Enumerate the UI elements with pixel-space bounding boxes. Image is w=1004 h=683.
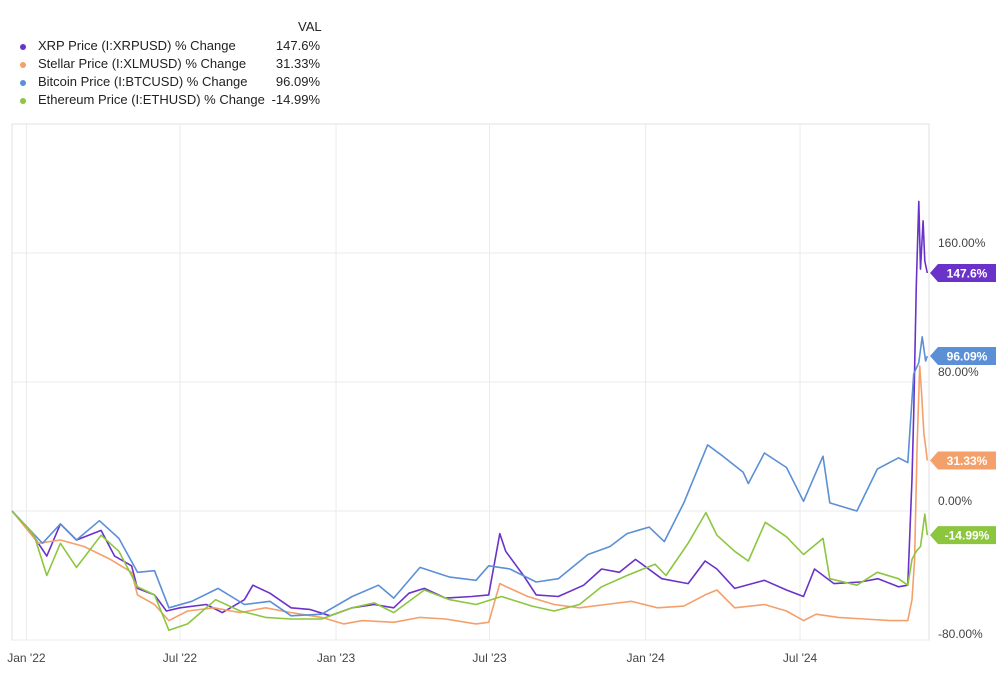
series-line-2[interactable] [11,336,929,617]
end-label-text-0: 147.6% [947,266,988,280]
legend-value-xrp: 147.6% [275,38,320,53]
legend-item-stellar[interactable]: Stellar Price (I:XLMUSD) % Change 31.33% [18,56,328,74]
legend-dot-bitcoin [20,80,26,86]
legend-dot-ethereum [20,98,26,104]
end-label-text-3: -14.99% [945,529,990,543]
end-label-box-0 [930,263,996,282]
series-line-1[interactable] [11,365,929,625]
series-line-0[interactable] [11,200,929,617]
x-tick-label: Jan '22 [7,651,46,665]
legend-value-ethereum: -14.99% [271,92,320,107]
legend-value-bitcoin: 96.09% [275,74,320,89]
legend-value-stellar: 31.33% [275,56,320,71]
end-label-2: 96.09% [930,347,996,366]
y-tick-label: 160.00% [938,236,986,250]
x-tick-label: Jul '22 [163,651,198,665]
end-label-0: 147.6% [930,263,996,282]
y-tick-label: 80.00% [938,365,979,379]
x-tick-label: Jan '23 [317,651,356,665]
legend-label-xrp: XRP Price (I:XRPUSD) % Change [38,38,236,53]
legend-label-ethereum: Ethereum Price (I:ETHUSD) % Change [38,92,265,107]
legend-item-ethereum[interactable]: Ethereum Price (I:ETHUSD) % Change -14.9… [18,92,328,110]
x-axis-tick-labels: Jan '22 Jul '22 Jan '23 Jul '23 Jan '24 Jul '… [7,651,817,665]
x-tick-label: Jul '23 [472,651,507,665]
series-line-3[interactable] [11,510,929,632]
legend-value-header: VAL [298,19,322,34]
end-label-text-1: 31.33% [947,454,988,468]
end-label-text-2: 96.09% [947,350,988,364]
legend-item-bitcoin[interactable]: Bitcoin Price (I:BTCUSD) % Change 96.09% [18,74,328,92]
legend-label-stellar: Stellar Price (I:XLMUSD) % Change [38,56,247,71]
legend-dot-xrp [20,44,26,50]
legend: VAL XRP Price (I:XRPUSD) % Change 147.6%… [0,0,340,120]
x-tick-label: Jul '24 [783,651,818,665]
y-axis-tick-labels: 160.00% 80.00% 0.00% -80.00% [938,236,986,641]
end-value-labels: 147.6% 96.09% 31.33% -14.99% [930,263,996,545]
end-label-box-2 [930,347,996,366]
x-tick-label: Jan '24 [627,651,666,665]
y-tick-label: -80.00% [938,627,983,641]
grid-lines [12,124,929,641]
legend-dot-stellar [20,62,26,68]
end-label-box-1 [930,451,996,470]
end-label-3: -14.99% [930,526,996,545]
series-lines [11,200,929,632]
legend-item-xrp[interactable]: XRP Price (I:XRPUSD) % Change 147.6% [18,38,328,56]
end-label-box-3 [930,526,996,545]
y-tick-label: 0.00% [938,494,972,508]
end-label-1: 31.33% [930,451,996,470]
legend-label-bitcoin: Bitcoin Price (I:BTCUSD) % Change [38,74,248,89]
